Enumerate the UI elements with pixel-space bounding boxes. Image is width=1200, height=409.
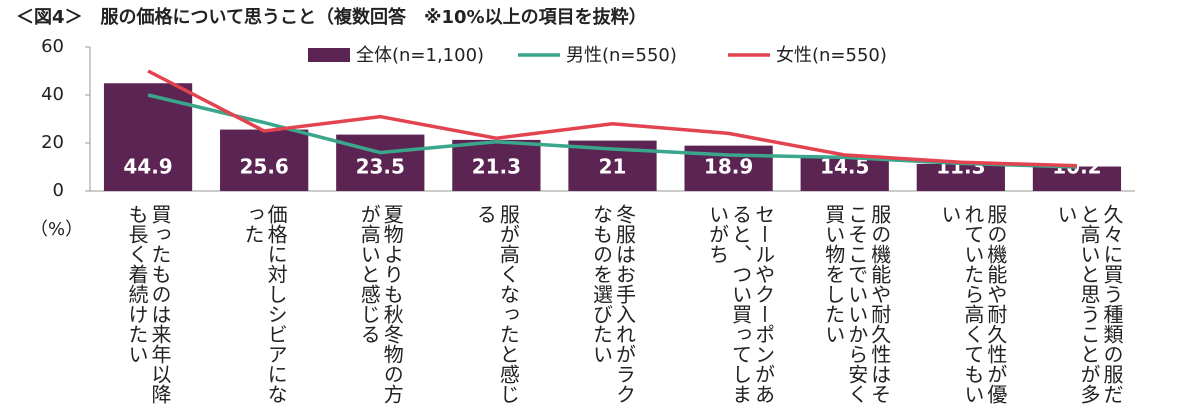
value-label: 44.9 bbox=[123, 155, 172, 179]
value-label: 23.5 bbox=[356, 155, 405, 179]
value-label: 21 bbox=[599, 155, 627, 179]
y-tick-label: 60 bbox=[41, 36, 64, 57]
bar bbox=[916, 163, 1005, 191]
y-unit-label: （%） bbox=[30, 219, 83, 240]
x-tick-label: 久々に買う種類の服だと高いと思うことが多い bbox=[1053, 204, 1124, 404]
bar bbox=[800, 156, 889, 191]
bar bbox=[1032, 166, 1122, 191]
x-tick-label: 夏物よりも秋冬物の方が高いと感じる bbox=[357, 204, 405, 404]
x-tick-label: 買ったものは来年以降も長く着続けたい bbox=[125, 204, 173, 404]
bar bbox=[452, 139, 541, 191]
x-tick-label: 服の機能や耐久性が優れていたら高くてもいい bbox=[937, 204, 1008, 404]
legend-label: 男性(n=550) bbox=[566, 45, 677, 66]
x-tick-label: 服の機能や耐久性はそこそこでいいから安く買い物をしたい bbox=[821, 204, 892, 404]
legend-swatch bbox=[308, 48, 350, 62]
x-tick-label: 価格に対しシビアになった bbox=[241, 204, 289, 404]
y-tick-label: 0 bbox=[53, 180, 64, 201]
value-label: 25.6 bbox=[239, 155, 288, 179]
legend-label: 女性(n=550) bbox=[776, 45, 887, 66]
value-label: 11.3 bbox=[936, 155, 985, 179]
legend-label: 全体(n=1,100) bbox=[356, 45, 484, 66]
line bbox=[147, 69, 1077, 168]
value-label: 21.3 bbox=[472, 155, 521, 179]
y-tick-label: 20 bbox=[41, 132, 64, 153]
chart-title: ＜図4＞ 服の価格について思うこと（複数回答 ※10%以上の項目を抜粋） bbox=[16, 6, 647, 28]
x-tick-label: セールやクーポンがあると、つい買ってしまいがち bbox=[705, 204, 776, 404]
value-label: 18.9 bbox=[704, 155, 753, 179]
x-tick-label: 冬服はお手入れがラクなものを選びたい bbox=[589, 204, 637, 404]
x-tick-label: 服が高くなったと感じる bbox=[473, 204, 521, 404]
y-tick-label: 40 bbox=[41, 84, 64, 105]
bar bbox=[220, 129, 309, 191]
